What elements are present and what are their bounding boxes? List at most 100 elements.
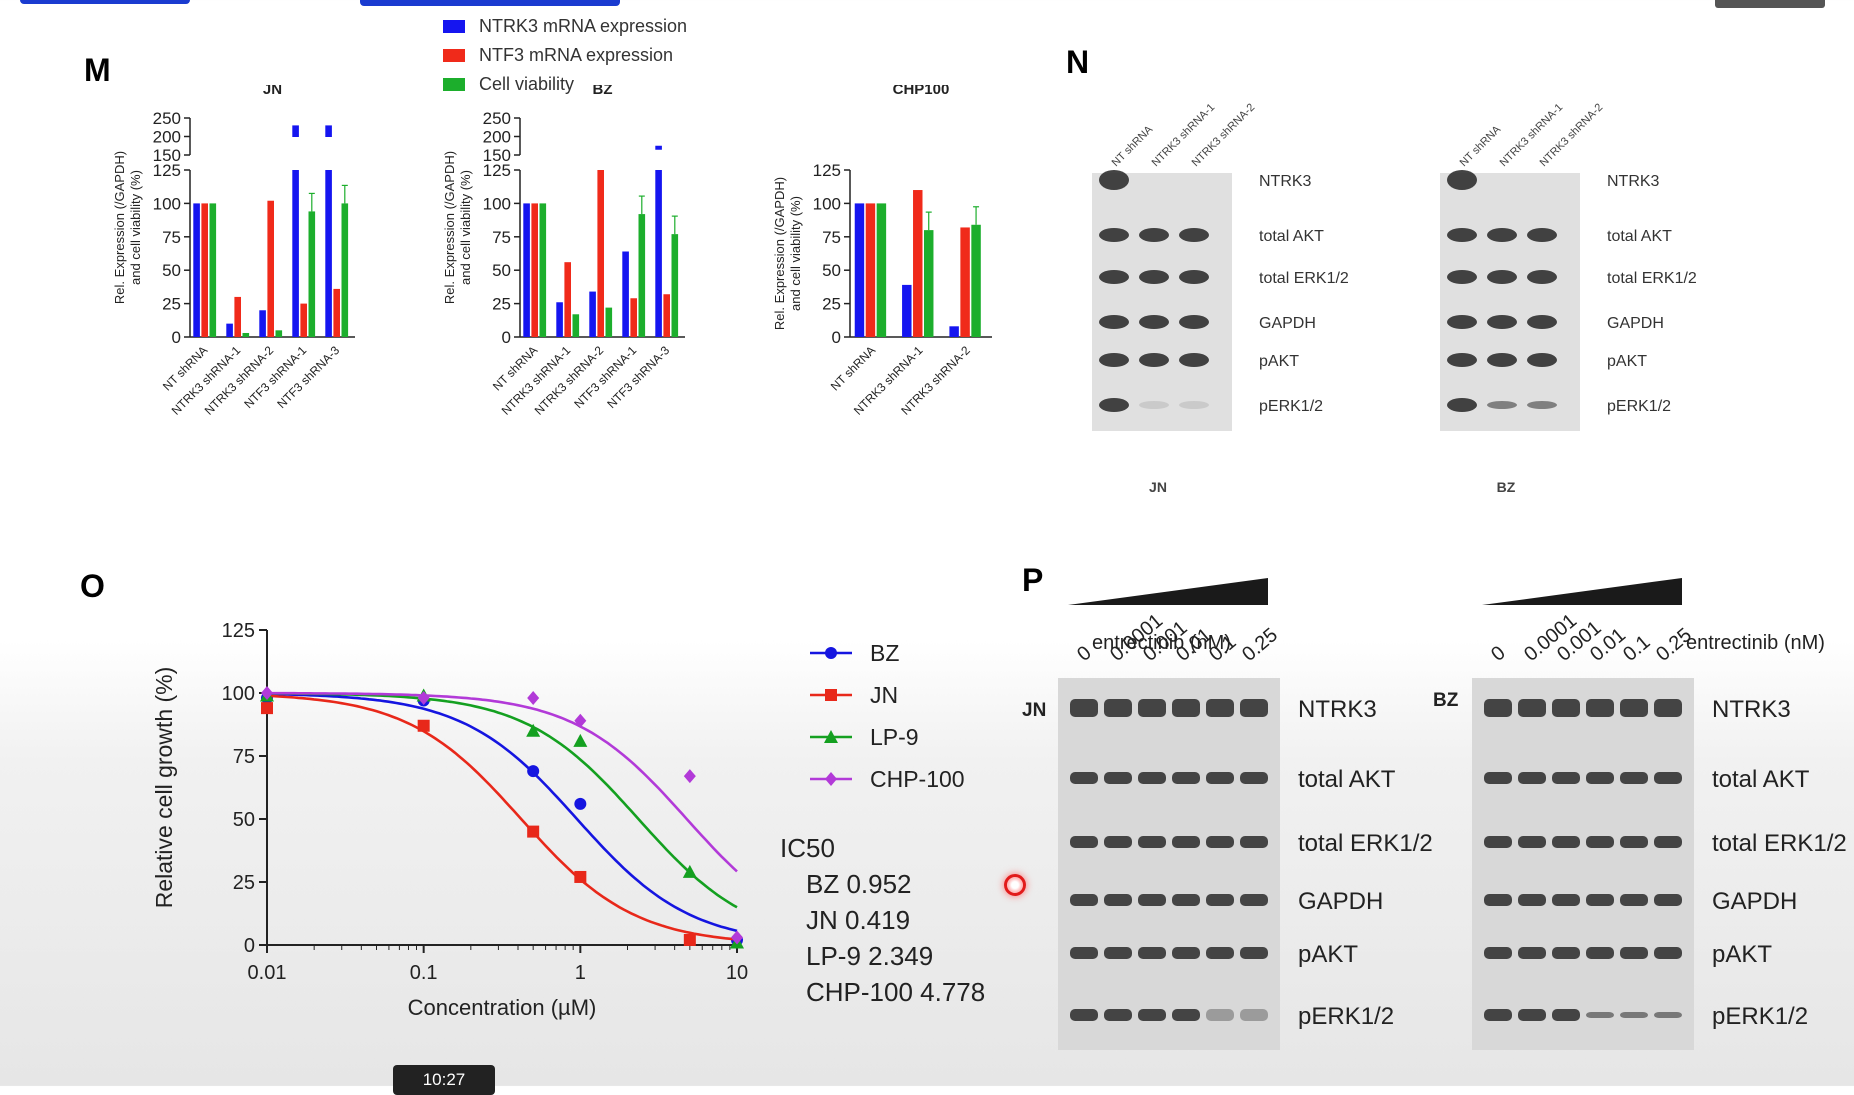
band-label: pAKT: [1712, 941, 1772, 968]
bar: [638, 214, 646, 337]
blot-band: [1206, 772, 1234, 784]
legend-symbol: [825, 689, 837, 701]
blot-band: [1179, 270, 1209, 284]
blot-band: [1552, 947, 1580, 959]
blot-band: [1138, 772, 1166, 784]
bar: [325, 170, 332, 337]
blot-band: [1447, 228, 1477, 242]
panel-letter-n: N: [1066, 44, 1090, 80]
axis-ylabel: Rel. Expression (/GAPDH) and cell viabili…: [772, 177, 803, 330]
concentration-wedge: [1482, 578, 1682, 605]
blot-band: [1139, 270, 1169, 284]
legend-label-viability: Cell viability: [479, 74, 575, 94]
video-timestamp[interactable]: 10:27: [393, 1065, 495, 1095]
chart-title: BZ: [593, 85, 613, 98]
legend-item: JN: [808, 674, 965, 716]
data-point: [526, 723, 541, 737]
bar: [622, 251, 629, 337]
bar-chart-chp100: CHP100 Rel. Expression (/GAPDH) and cell v…: [772, 85, 992, 418]
blot-band: [1487, 401, 1517, 409]
blot-band: [1552, 836, 1580, 848]
blot-band: [1139, 228, 1169, 242]
blot-band: [1518, 947, 1546, 959]
blot-band: [1487, 228, 1517, 242]
blot-band: [1586, 1012, 1614, 1018]
panel-letter-o: O: [80, 568, 105, 604]
band-label: total ERK1/2: [1298, 830, 1433, 857]
band-label: NTRK3: [1607, 173, 1660, 190]
blot-band: [1172, 836, 1200, 848]
band-label: total AKT: [1298, 766, 1396, 793]
data-point: [527, 691, 540, 706]
legend-item: LP-9: [808, 716, 965, 758]
bar-upper: [292, 125, 299, 137]
legend-label-ntf3: NTF3 mRNA expression: [479, 45, 674, 65]
blot-band: [1179, 228, 1209, 242]
blot-band: [1586, 772, 1614, 784]
bar: [960, 227, 970, 337]
blot-band: [1487, 353, 1517, 367]
blot-band: [1206, 699, 1234, 717]
blot-band: [1552, 1009, 1580, 1021]
y-tick-label: 50: [492, 261, 511, 280]
axis-ylabel: Rel. Expression (/GAPDH) and cell viabili…: [112, 151, 143, 304]
panel-m-legend: NTRK3 mRNA expression NTF3 mRNA expressi…: [443, 12, 687, 99]
blot-band: [1586, 894, 1614, 906]
blot-membrane: [1440, 173, 1580, 431]
blot-band: [1099, 315, 1129, 329]
bar-chart-jn: JN Rel. Expression (/GAPDH) and cell viabi…: [112, 85, 355, 418]
band-label: GAPDH: [1607, 315, 1664, 332]
blot-band: [1527, 353, 1557, 367]
band-label: total AKT: [1259, 228, 1324, 245]
blot-cell-label: JN: [1022, 700, 1046, 721]
blot-band: [1487, 270, 1517, 284]
blot-band: [1240, 894, 1268, 906]
blot-band: [1518, 1009, 1546, 1021]
blot-band: [1620, 1012, 1648, 1018]
legend-symbol: [825, 647, 837, 659]
blot-cell-label: JN: [1149, 479, 1167, 495]
blot-band: [1240, 772, 1268, 784]
blot-band: [1070, 836, 1098, 848]
x-tick-label: 10: [726, 962, 748, 984]
y-axis-label: Rel. Expression (/GAPDH): [772, 177, 787, 330]
band-label: total ERK1/2: [1712, 830, 1847, 857]
y-tick-label: 50: [233, 809, 255, 831]
blot-band: [1487, 315, 1517, 329]
corner-badge: [1715, 0, 1825, 8]
y-tick-label: 100: [813, 194, 841, 213]
blot-band: [1240, 699, 1268, 717]
blot-band: [1099, 270, 1129, 284]
panel-letter-m: M: [84, 52, 111, 88]
data-point: [682, 864, 697, 878]
title-fragment-2: [360, 0, 620, 6]
bar: [605, 307, 613, 337]
blot-band: [1104, 772, 1132, 784]
bar: [663, 294, 670, 337]
blot-band: [1099, 398, 1129, 412]
bar: [902, 284, 912, 337]
bar: [523, 203, 530, 337]
y-tick-label: 125: [483, 161, 511, 180]
fit-curve: [266, 694, 738, 941]
ic50-block: IC50 BZ 0.952 JN 0.419 LP-9 2.349 CHP-10…: [780, 830, 985, 1010]
data-point: [574, 870, 587, 883]
y-tick-label: 25: [233, 872, 255, 894]
legend-label: CHP-100: [870, 765, 965, 792]
blot-band: [1172, 1009, 1200, 1021]
blot-band: [1654, 836, 1682, 848]
blot-band: [1070, 1009, 1098, 1021]
blot-band: [1240, 1009, 1268, 1021]
x-tick-label: NT shRNA: [828, 343, 878, 393]
blot-band: [1620, 699, 1648, 717]
blot-band: [1447, 170, 1477, 190]
bar: [333, 288, 340, 337]
y-tick-label: 150: [153, 146, 181, 165]
bar-chart-bz: BZ Rel. Expression (/GAPDH) and cell viabi…: [442, 85, 685, 418]
blot-band: [1139, 353, 1169, 367]
y-axis-label: Rel. Expression (/GAPDH): [442, 151, 457, 304]
y-tick-label: 25: [162, 295, 181, 314]
data-point: [731, 930, 743, 945]
blot-band: [1172, 699, 1200, 717]
